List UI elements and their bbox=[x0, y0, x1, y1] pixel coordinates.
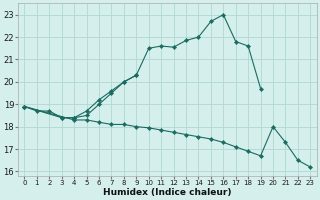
X-axis label: Humidex (Indice chaleur): Humidex (Indice chaleur) bbox=[103, 188, 232, 197]
